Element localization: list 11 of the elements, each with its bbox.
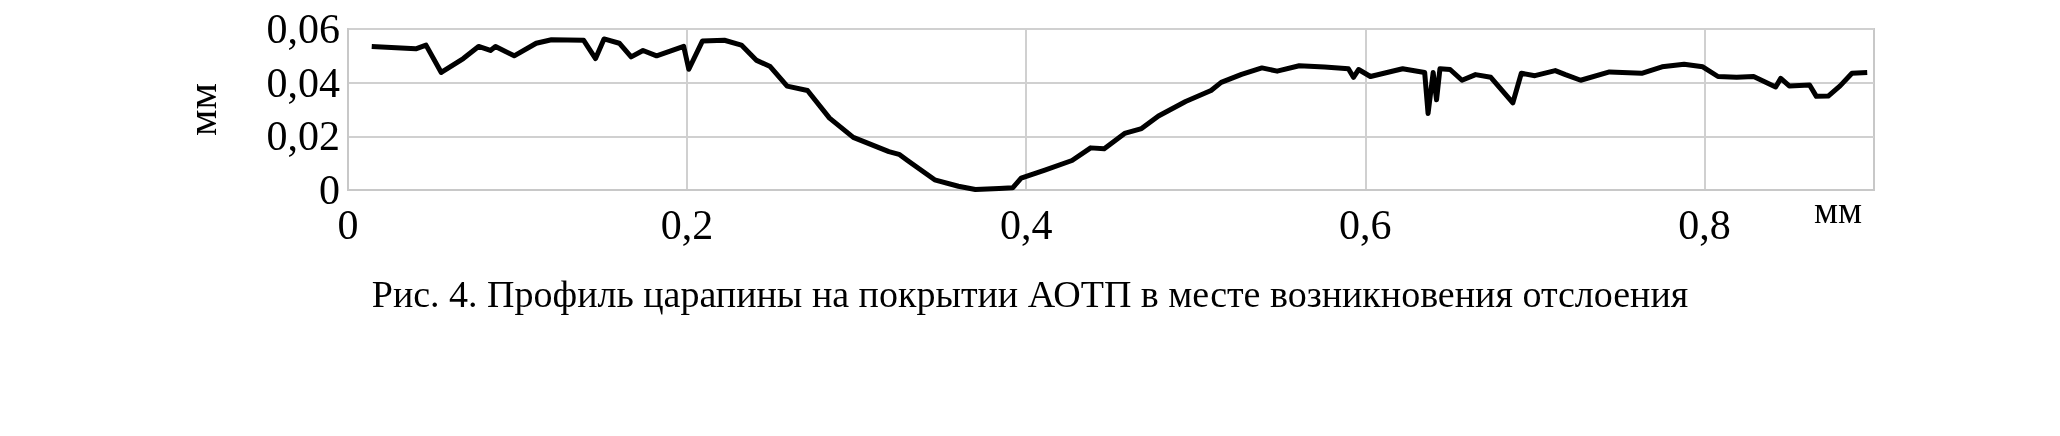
y-axis-title: мм bbox=[179, 82, 225, 137]
y-tick-label: 0,02 bbox=[266, 113, 340, 160]
y-tick-label: 0,04 bbox=[266, 59, 340, 106]
text: Рис. 4. Профиль царапины на покрытии АОТП в месте возникновения отслоения bbox=[371, 273, 1689, 315]
x-tick-label: 0,6 bbox=[1339, 202, 1392, 248]
x-tick-label: 0,2 bbox=[660, 202, 714, 248]
y-tick-label: 0 bbox=[319, 167, 340, 213]
x-tick-label: 0,8 bbox=[1678, 202, 1731, 248]
x-axis-title: мм bbox=[1814, 189, 1863, 231]
x-tick-label: 0,4 bbox=[999, 202, 1053, 248]
y-tick-label: 0,06 bbox=[266, 6, 340, 52]
